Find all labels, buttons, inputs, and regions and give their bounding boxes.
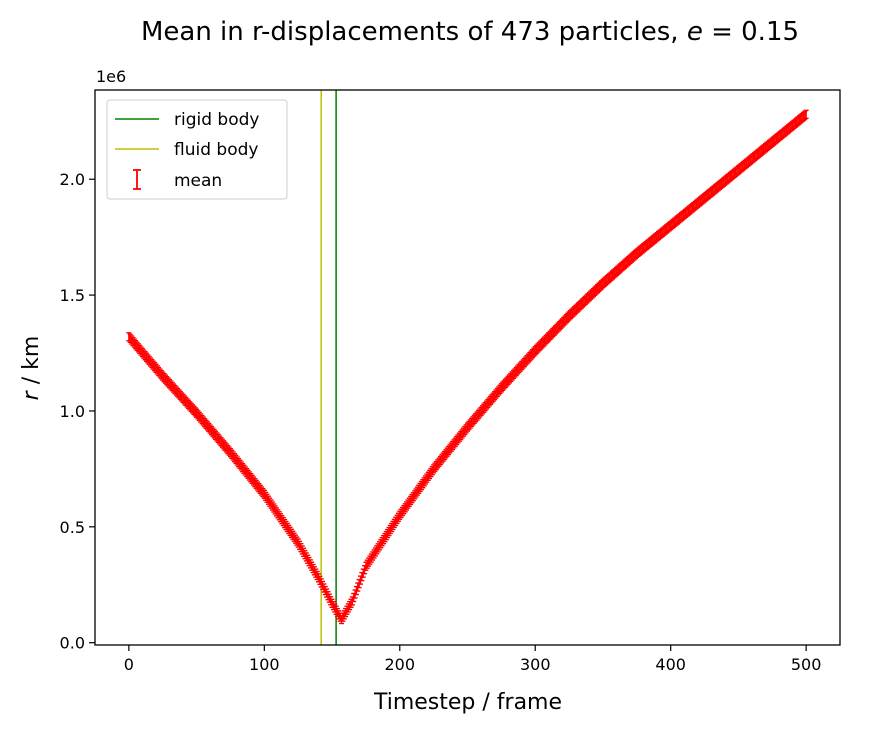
legend-mean-label: mean xyxy=(174,171,222,191)
y-tick-label: 1.0 xyxy=(60,402,85,421)
chart-title-text: Mean in r-displacements of 473 particles… xyxy=(141,17,687,47)
y-axis-label-symbol: r xyxy=(19,389,44,400)
y-tick-label: 1.5 xyxy=(60,286,85,305)
plot-frame xyxy=(94,89,841,646)
x-tick-label: 500 xyxy=(791,655,822,674)
mean-series xyxy=(126,109,809,625)
legend: rigid body fluid body mean xyxy=(106,99,288,200)
chart-title: Mean in r-displacements of 473 particles… xyxy=(141,17,799,47)
chart-title-rest: = 0.15 xyxy=(703,17,799,47)
y-axis: 0.0 0.5 1.0 1.5 2.0 xyxy=(60,170,95,653)
y-tick-label: 0.5 xyxy=(60,518,85,537)
legend-fluid-label: fluid body xyxy=(174,140,258,160)
legend-mean-swatch xyxy=(133,169,141,190)
chart-title-symbol: e xyxy=(687,17,703,47)
legend-box xyxy=(106,99,288,200)
x-axis-label: Timestep / frame xyxy=(373,690,562,715)
legend-rigid-label: rigid body xyxy=(174,110,259,130)
y-axis-label: r / km xyxy=(19,336,44,401)
y-tick-label: 0.0 xyxy=(60,634,85,653)
x-axis: 0 100 200 300 400 500 xyxy=(124,645,822,674)
x-tick-label: 400 xyxy=(655,655,686,674)
plot-marks xyxy=(126,90,809,645)
x-tick-label: 0 xyxy=(124,655,134,674)
y-offset-label: 1e6 xyxy=(96,67,126,86)
x-tick-label: 100 xyxy=(249,655,280,674)
x-tick-label: 300 xyxy=(520,655,551,674)
y-tick-label: 2.0 xyxy=(60,170,85,189)
y-axis-label-rest: / km xyxy=(19,336,44,392)
x-tick-label: 200 xyxy=(384,655,415,674)
